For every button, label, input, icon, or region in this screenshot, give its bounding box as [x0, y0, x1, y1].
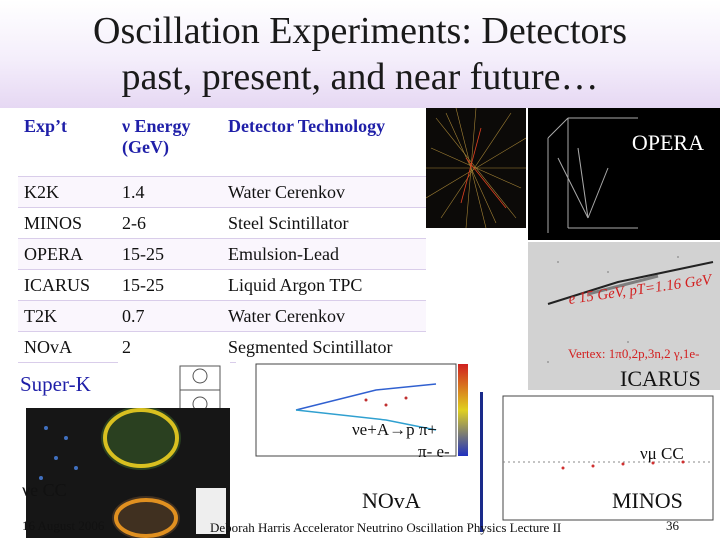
minos-event-graphic: [502, 395, 714, 521]
numu-cc-label: νμ CC: [640, 444, 684, 463]
opera-detector-graphic: [547, 117, 638, 233]
cell-exp: NOvA: [18, 331, 116, 363]
cell-energy: 15-25: [116, 238, 222, 270]
cell-energy: 0.7: [116, 300, 222, 332]
cell-technology: Steel Scintillator: [222, 207, 426, 239]
cell-technology: Water Cerenkov: [222, 176, 426, 208]
cell-technology: Emulsion-Lead: [222, 238, 426, 270]
table-row: MINOS 2-6 Steel Scintillator: [18, 207, 426, 239]
cell-energy: 2-6: [116, 207, 222, 239]
footer-presentation-info: Deborah Harris Accelerator Neutrino Osci…: [210, 520, 562, 535]
nova-label: NOvA: [362, 488, 421, 513]
cell-exp: K2K: [18, 176, 116, 208]
cell-exp: MINOS: [18, 207, 116, 239]
table-row: T2K 0.7 Water Cerenkov: [18, 300, 426, 332]
opera-label: OPERA: [631, 130, 704, 155]
icarus-vertex-text: Vertex: 1π0,2p,3n,2 γ,1e-: [568, 346, 700, 361]
header-technology: Detector Technology: [222, 108, 426, 177]
icarus-event-image: e 15 GeV, pT=1.16 GeV Vertex: 1π0,2p,3n,…: [528, 242, 720, 390]
minos-label: MINOS: [612, 488, 683, 513]
experiments-table: Exp’t ν Energy (GeV) Detector Technology…: [18, 108, 426, 363]
header-energy: ν Energy (GeV): [116, 108, 222, 177]
nue-cc-label: νe CC: [22, 480, 67, 500]
nova-reaction-line-1: νe+A→p π+: [352, 420, 438, 439]
cell-exp: OPERA: [18, 238, 116, 270]
table-row: ICARUS 15-25 Liquid Argon TPC: [18, 269, 426, 301]
superk-label: Super-K: [20, 372, 91, 396]
header-exp: Exp’t: [18, 108, 116, 177]
nova-event-plot: [236, 360, 476, 472]
icarus-label: ICARUS: [620, 366, 701, 391]
title-band: [0, 0, 720, 108]
cell-energy: 15-25: [116, 269, 222, 301]
footer-page-number: 36: [666, 518, 679, 533]
opera-panel: OPERA: [528, 108, 720, 240]
superk-ring-graphic: [26, 408, 230, 538]
cell-energy: 2: [116, 331, 222, 363]
footer-date: 16 August 2006: [22, 518, 105, 533]
opera-event-image: [426, 108, 526, 228]
table-row: OPERA 15-25 Emulsion-Lead: [18, 238, 426, 270]
slide-title: Oscillation Experiments: Detectors past,…: [0, 8, 720, 100]
title-line-1: Oscillation Experiments: Detectors: [93, 10, 627, 52]
icarus-track-graphic: [528, 242, 720, 390]
cell-exp: T2K: [18, 300, 116, 332]
cell-technology: Water Cerenkov: [222, 300, 426, 332]
cell-energy: 1.4: [116, 176, 222, 208]
cell-technology: Segmented Scintillator: [222, 331, 426, 363]
nova-reaction-line-2: π- e-: [418, 442, 450, 461]
nova-event-graphic: [255, 363, 468, 457]
table-row: NOvA 2 Segmented Scintillator: [18, 331, 426, 363]
cell-exp: ICARUS: [18, 269, 116, 301]
superk-event-image: [26, 408, 230, 538]
title-line-2: past, present, and near future…: [121, 56, 599, 98]
minos-event-image: [480, 392, 717, 532]
cell-technology: Liquid Argon TPC: [222, 269, 426, 301]
table-row: K2K 1.4 Water Cerenkov: [18, 176, 426, 208]
opera-tracks-graphic: [426, 108, 526, 228]
table-header-row: Exp’t ν Energy (GeV) Detector Technology: [18, 108, 426, 177]
